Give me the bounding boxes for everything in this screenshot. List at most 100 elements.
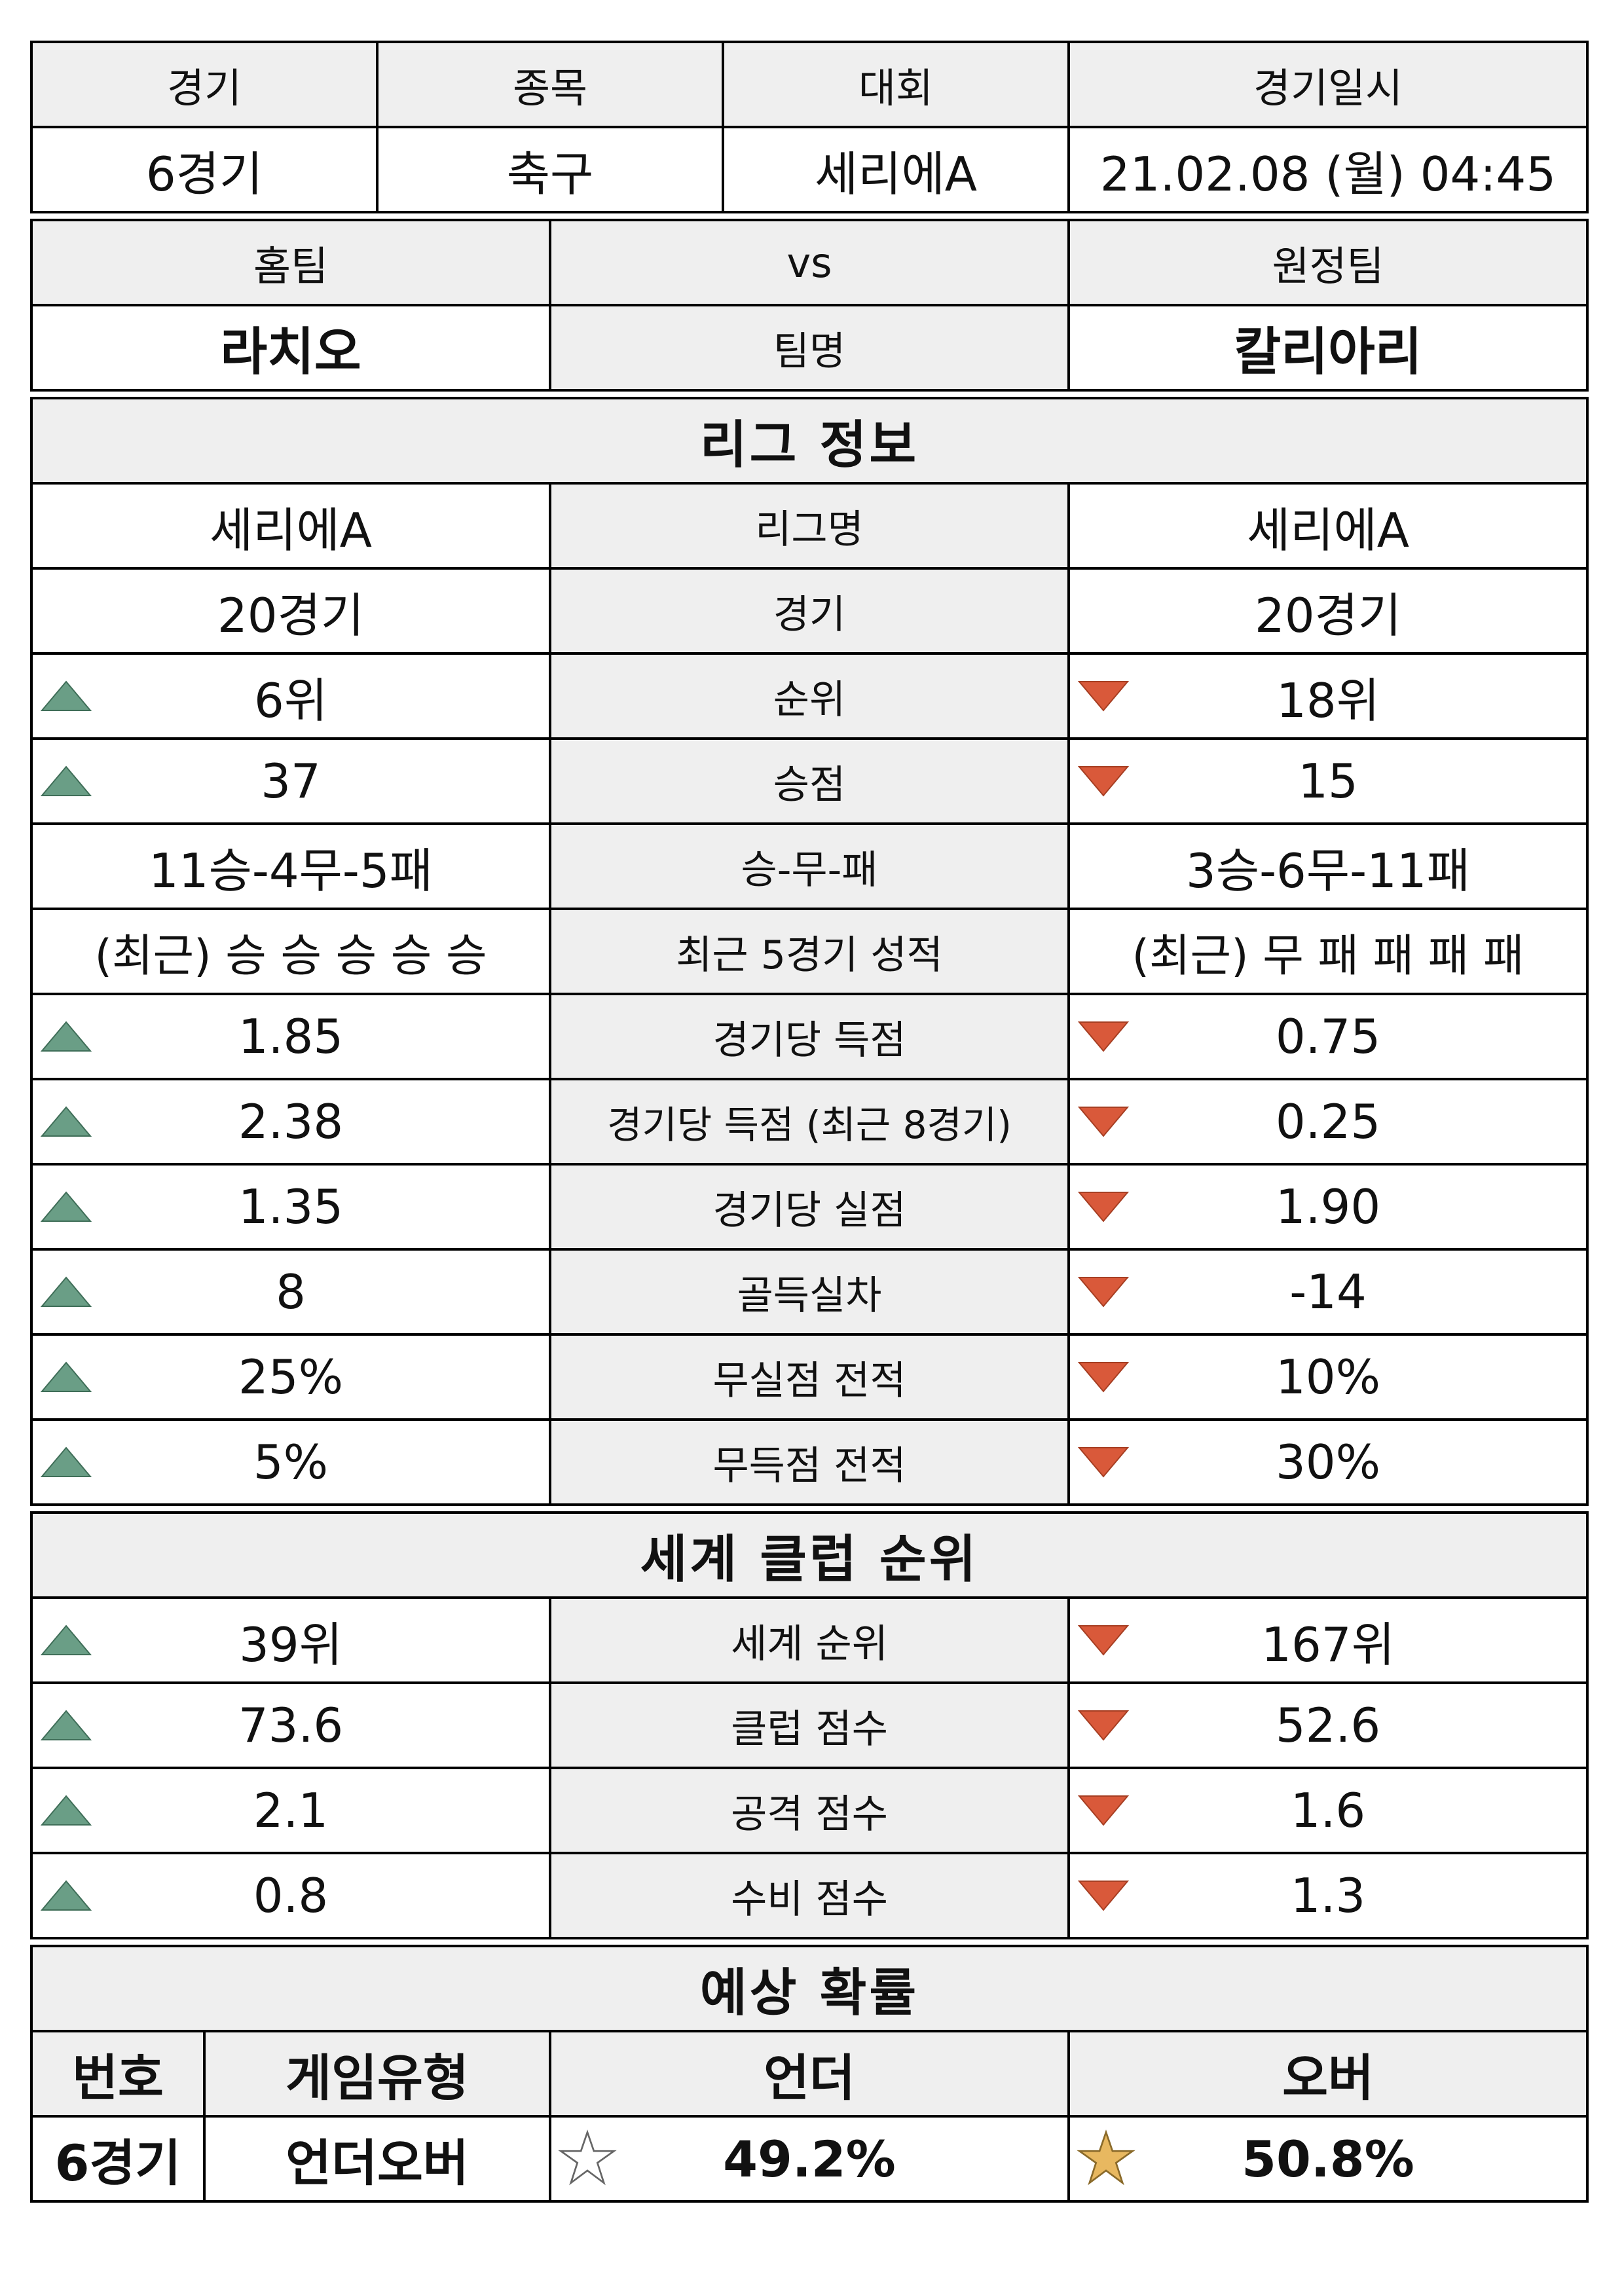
away-team-name: 칼리아리 <box>1067 304 1589 392</box>
triangle-down-icon <box>1077 1021 1130 1052</box>
home-value: 2.1 <box>253 1783 329 1838</box>
league-info-row: (최근) 승 승 승 승 승 최근 5경기 성적 (최근) 무 패 패 패 패 <box>30 908 1589 995</box>
prediction-table: 예상 확률 번호 게임유형 언더 오버 6경기 언더오버 49.2% 50.8% <box>29 1945 1589 2203</box>
home-value-cell: 39위 <box>30 1596 551 1684</box>
under-probability: 49.2% <box>723 2129 896 2188</box>
home-value: 1.85 <box>238 1009 344 1064</box>
away-value-cell: 52.6 <box>1067 1681 1589 1769</box>
home-value-cell: 1.85 <box>30 993 551 1080</box>
home-team-label: 홈팀 <box>30 219 551 306</box>
team-stats-table: 홈팀 vs 원정팀 라치오 팀명 칼리아리 <box>30 219 1589 392</box>
league-info-row: 세리에A 리그명 세리에A <box>30 482 1589 570</box>
stat-label: 승-무-패 <box>549 822 1070 910</box>
home-team-name: 라치오 <box>30 304 551 392</box>
sport-col-header: 종목 <box>376 41 724 128</box>
away-value: 10% <box>1275 1349 1381 1405</box>
prediction-title-row: 예상 확률 <box>29 1945 1589 2032</box>
prediction-header-row: 번호 게임유형 언더 오버 <box>30 2030 1589 2118</box>
team-header-row: 홈팀 vs 원정팀 <box>30 219 1589 306</box>
away-value: 3승-6무-11패 <box>1186 843 1470 898</box>
home-value: 8 <box>276 1264 306 1319</box>
triangle-down-icon <box>1077 1447 1130 1478</box>
away-value-cell: 167위 <box>1067 1596 1589 1684</box>
triangle-up-icon <box>40 1276 92 1307</box>
stat-label: 리그명 <box>549 482 1070 570</box>
league-info-title-row: 리그 정보 <box>30 397 1589 485</box>
stat-label: 경기당 득점 (최근 8경기) <box>549 1078 1070 1166</box>
away-value-cell: -14 <box>1067 1248 1589 1336</box>
prediction-title: 예상 확률 <box>29 1945 1589 2032</box>
away-value: (최근) 무 패 패 패 패 <box>1132 930 1524 982</box>
stat-label: 클럽 점수 <box>549 1681 1070 1769</box>
league-info-title: 리그 정보 <box>30 397 1589 485</box>
home-value: 0.8 <box>253 1868 329 1923</box>
home-value: 37 <box>261 754 321 809</box>
away-value-cell: 30% <box>1067 1418 1589 1506</box>
home-value-cell: 세리에A <box>30 482 551 570</box>
home-value-cell: 37 <box>30 737 551 825</box>
stat-label: 경기당 실점 <box>549 1163 1070 1251</box>
triangle-up-icon <box>40 680 92 711</box>
triangle-down-icon <box>1077 681 1130 712</box>
triangle-up-icon <box>40 1191 92 1222</box>
match-header-row: 경기 종목 대회 경기일시 <box>30 41 1589 128</box>
home-value-cell: 11승-4무-5패 <box>30 822 551 910</box>
stat-label: 순위 <box>549 652 1070 740</box>
home-value: 1.35 <box>238 1179 344 1234</box>
triangle-down-icon <box>1077 1625 1130 1656</box>
triangle-down-icon <box>1077 1881 1130 1911</box>
vs-label: vs <box>549 219 1070 306</box>
over-cell: 50.8% <box>1067 2115 1589 2203</box>
stat-label: 경기 <box>549 567 1070 655</box>
game-type-col-header: 게임유형 <box>203 2030 551 2118</box>
match-sheet: 경기 종목 대회 경기일시 6경기 축구 세리에A 21.02.08 (월) 0… <box>29 41 1589 2203</box>
star-outline-icon <box>558 2129 617 2186</box>
away-value-cell: (최근) 무 패 패 패 패 <box>1067 908 1589 995</box>
away-value-cell: 0.75 <box>1067 993 1589 1080</box>
stat-label: 승점 <box>549 737 1070 825</box>
away-value-cell: 10% <box>1067 1333 1589 1421</box>
away-value-cell: 20경기 <box>1067 567 1589 655</box>
over-col-header: 오버 <box>1067 2030 1589 2118</box>
home-value: 39위 <box>239 1617 342 1672</box>
world-ranking-row: 2.1 공격 점수 1.6 <box>30 1767 1589 1854</box>
datetime-col-header: 경기일시 <box>1067 41 1589 128</box>
competition-value: 세리에A <box>722 126 1070 213</box>
match-col-header: 경기 <box>30 41 378 128</box>
league-info-row: 6위 순위 18위 <box>30 652 1589 740</box>
league-info-row: 2.38 경기당 득점 (최근 8경기) 0.25 <box>30 1078 1589 1166</box>
away-team-label: 원정팀 <box>1067 219 1589 306</box>
triangle-down-icon <box>1077 1107 1130 1137</box>
triangle-up-icon <box>40 1446 92 1477</box>
home-value-cell: 73.6 <box>30 1681 551 1769</box>
league-info-rows: 세리에A 리그명 세리에A 20경기 경기 20경기 6위 순위 18위 37 승점 15 11승-4무… <box>30 482 1589 1506</box>
stat-label: 수비 점수 <box>549 1852 1070 1939</box>
home-value-cell: 2.38 <box>30 1078 551 1166</box>
home-value-cell: 2.1 <box>30 1767 551 1854</box>
triangle-down-icon <box>1077 1362 1130 1393</box>
match-values-row: 6경기 축구 세리에A 21.02.08 (월) 04:45 <box>30 126 1589 213</box>
home-value: 20경기 <box>217 587 365 643</box>
match-info-table: 경기 종목 대회 경기일시 6경기 축구 세리에A 21.02.08 (월) 0… <box>30 41 1589 213</box>
world-ranking-row: 73.6 클럽 점수 52.6 <box>30 1681 1589 1769</box>
triangle-down-icon <box>1077 1277 1130 1308</box>
world-ranking-table: 세계 클럽 순위 39위 세계 순위 167위 73.6 클럽 점수 52.6 2.1 공격 … <box>30 1511 1589 1939</box>
league-info-row: 8 골득실차 -14 <box>30 1248 1589 1336</box>
league-info-row: 1.85 경기당 득점 0.75 <box>30 993 1589 1080</box>
competition-col-header: 대회 <box>722 41 1070 128</box>
world-ranking-row: 0.8 수비 점수 1.3 <box>30 1852 1589 1939</box>
world-ranking-title-row: 세계 클럽 순위 <box>30 1511 1589 1599</box>
away-value: 15 <box>1298 754 1358 809</box>
home-value-cell: 0.8 <box>30 1852 551 1939</box>
match-number: 6경기 <box>30 126 378 213</box>
home-value-cell: 8 <box>30 1248 551 1336</box>
away-value-cell: 1.90 <box>1067 1163 1589 1251</box>
team-name-label: 팀명 <box>549 304 1070 392</box>
league-info-row: 20경기 경기 20경기 <box>30 567 1589 655</box>
star-filled-icon <box>1077 2129 1135 2186</box>
datetime-value: 21.02.08 (월) 04:45 <box>1067 126 1589 213</box>
over-probability: 50.8% <box>1242 2129 1414 2188</box>
away-value: 52.6 <box>1275 1698 1381 1753</box>
triangle-down-icon <box>1077 1710 1130 1741</box>
under-col-header: 언더 <box>549 2030 1070 2118</box>
